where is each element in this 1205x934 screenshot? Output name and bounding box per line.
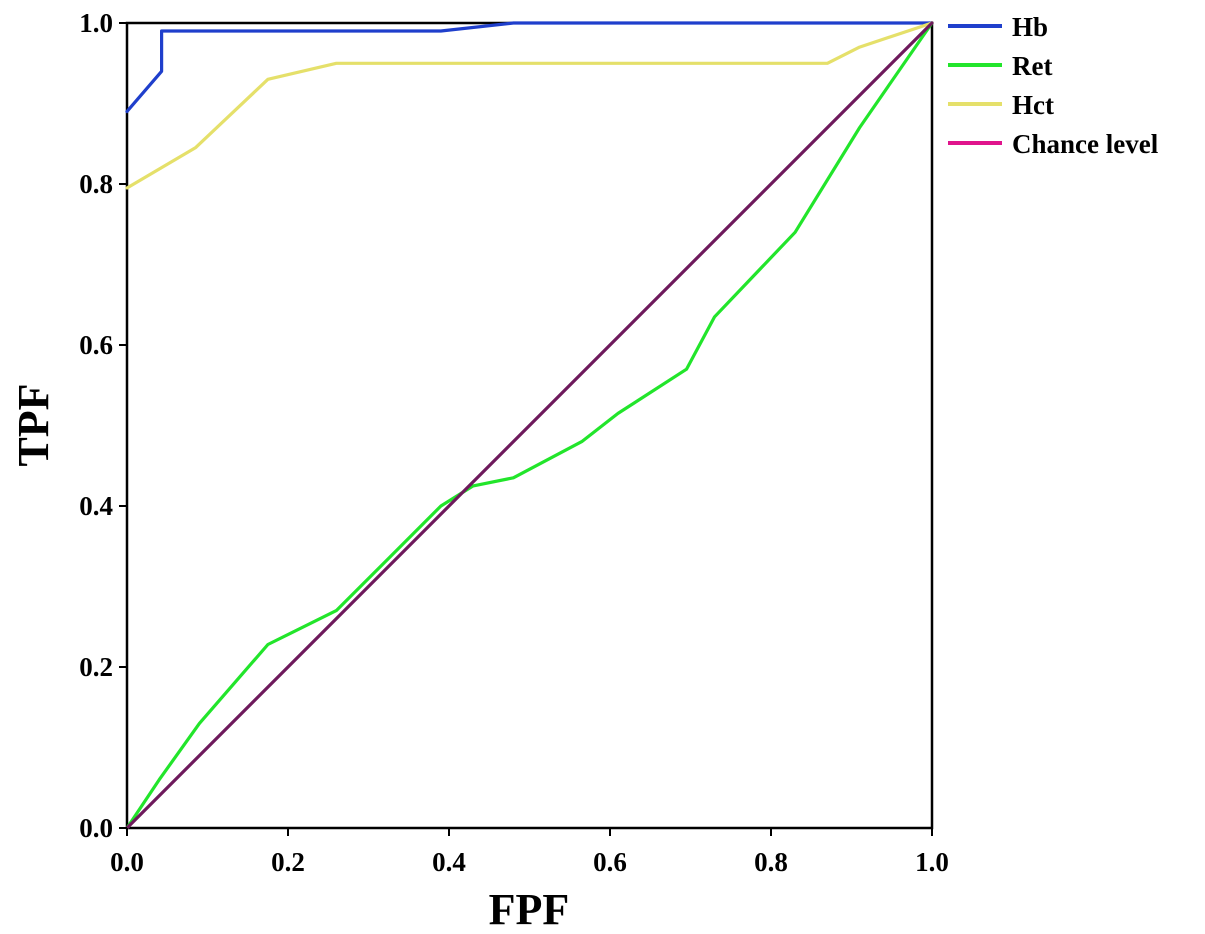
series-layer: [125, 21, 934, 830]
y-tick-label: 0.4: [79, 491, 113, 521]
series-line-chance-level: [125, 21, 934, 830]
series-line-ret: [125, 21, 934, 830]
plot-area: [125, 21, 934, 830]
y-axis-title: TPF: [9, 383, 58, 466]
x-axis-title: FPF: [489, 885, 570, 934]
x-tick-label: 0.0: [110, 847, 144, 877]
y-tick-label: 0.6: [79, 330, 113, 360]
x-tick-label: 0.2: [271, 847, 305, 877]
x-tick-label: 1.0: [915, 847, 949, 877]
x-tick-label: 0.6: [593, 847, 627, 877]
legend: Hb Ret Hct Chance level: [948, 12, 1159, 159]
x-tick-label: 0.8: [754, 847, 788, 877]
y-tick-label: 0.0: [79, 813, 113, 843]
series-line-hct: [125, 21, 934, 190]
series-line-hb: [125, 21, 934, 114]
legend-label-chance-level: Chance level: [1012, 129, 1159, 159]
legend-label-hct: Hct: [1012, 90, 1054, 120]
y-tick-label: 0.8: [79, 169, 113, 199]
x-axis-ticks: 0.0 0.2 0.4 0.6 0.8 1.0: [110, 828, 949, 877]
x-tick-label: 0.4: [432, 847, 466, 877]
y-tick-label: 1.0: [79, 8, 113, 38]
legend-label-ret: Ret: [1012, 51, 1052, 81]
y-tick-label: 0.2: [79, 652, 113, 682]
legend-label-hb: Hb: [1012, 12, 1048, 42]
y-axis-ticks: 0.0 0.2 0.4 0.6 0.8 1.0: [79, 8, 127, 843]
